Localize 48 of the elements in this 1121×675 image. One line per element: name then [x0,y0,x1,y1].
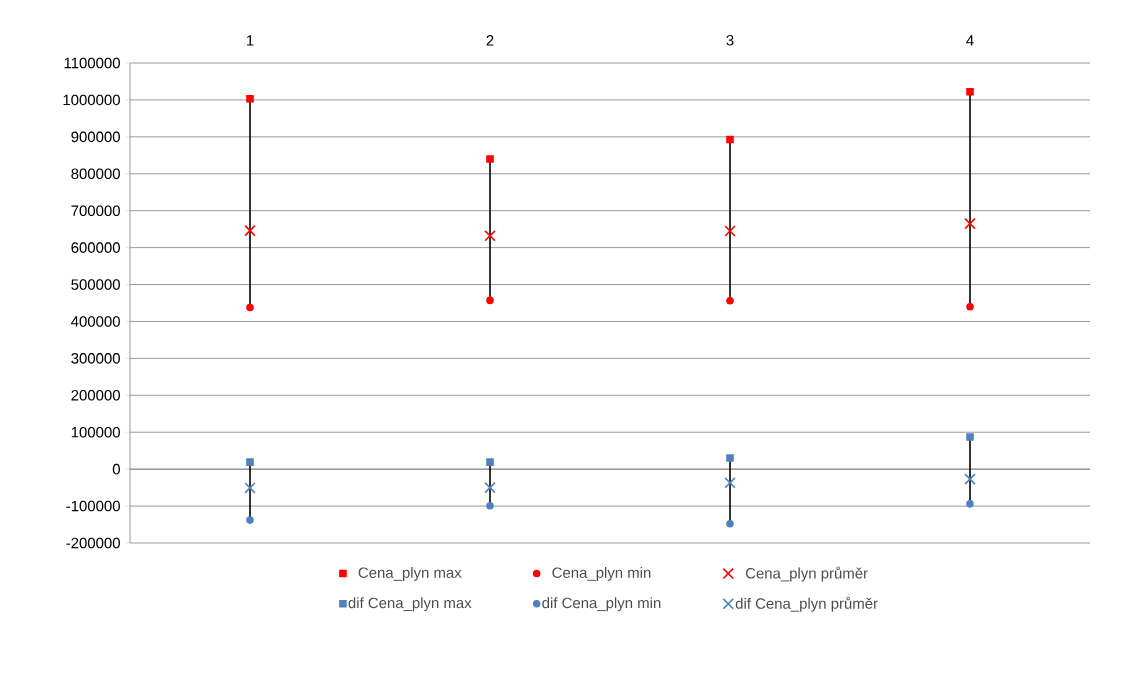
point [484,230,496,242]
y-tick-label: 500000 [71,279,120,290]
y-tick-label: -100000 [66,500,120,512]
legend-label: Cena_plyn min [552,566,651,581]
point [246,458,254,466]
point [964,473,976,485]
point [486,501,494,510]
point [246,516,254,524]
point [724,225,736,237]
point [484,481,496,494]
point [244,482,256,494]
point [726,296,734,305]
point [486,458,494,466]
point [726,454,734,462]
point [724,477,736,489]
y-tick-label: 300000 [71,353,120,364]
x-tick-label: 1 [246,35,254,46]
legend-label: dif Cena_plyn průměr [735,596,878,612]
y-tick-label: 800000 [71,168,120,180]
y-tick-label: 0 [112,463,120,475]
point [964,217,976,230]
x-tick-label: 2 [486,35,494,46]
point [246,95,254,103]
y-tick-label: 900000 [71,131,120,143]
y-tick-label: 200000 [71,390,120,401]
point [244,224,256,237]
y-tick-label: 600000 [71,242,120,253]
point [486,155,494,163]
y-tick-label: 400000 [71,316,120,327]
point [966,88,974,96]
x-tick-label: 4 [966,35,974,46]
point [726,520,734,528]
point [966,433,974,441]
y-tick-label: -200000 [66,537,120,549]
y-tick-label: 700000 [71,205,120,216]
legend-label: Cena_plyn max [358,566,462,581]
legend-label: dif Cena_plyn max [348,597,472,612]
y-tick-label: 100000 [71,426,120,438]
point [966,500,974,508]
y-tick-label: 1000000 [63,94,120,106]
legend-label: Cena_plyn průměr [745,566,868,582]
y-tick-label: 1100000 [64,57,120,69]
point [246,303,254,312]
point [966,302,974,311]
point [486,296,494,305]
legend-label: dif Cena_plyn min [542,597,661,612]
x-tick-label: 3 [726,34,734,46]
point [726,135,734,144]
